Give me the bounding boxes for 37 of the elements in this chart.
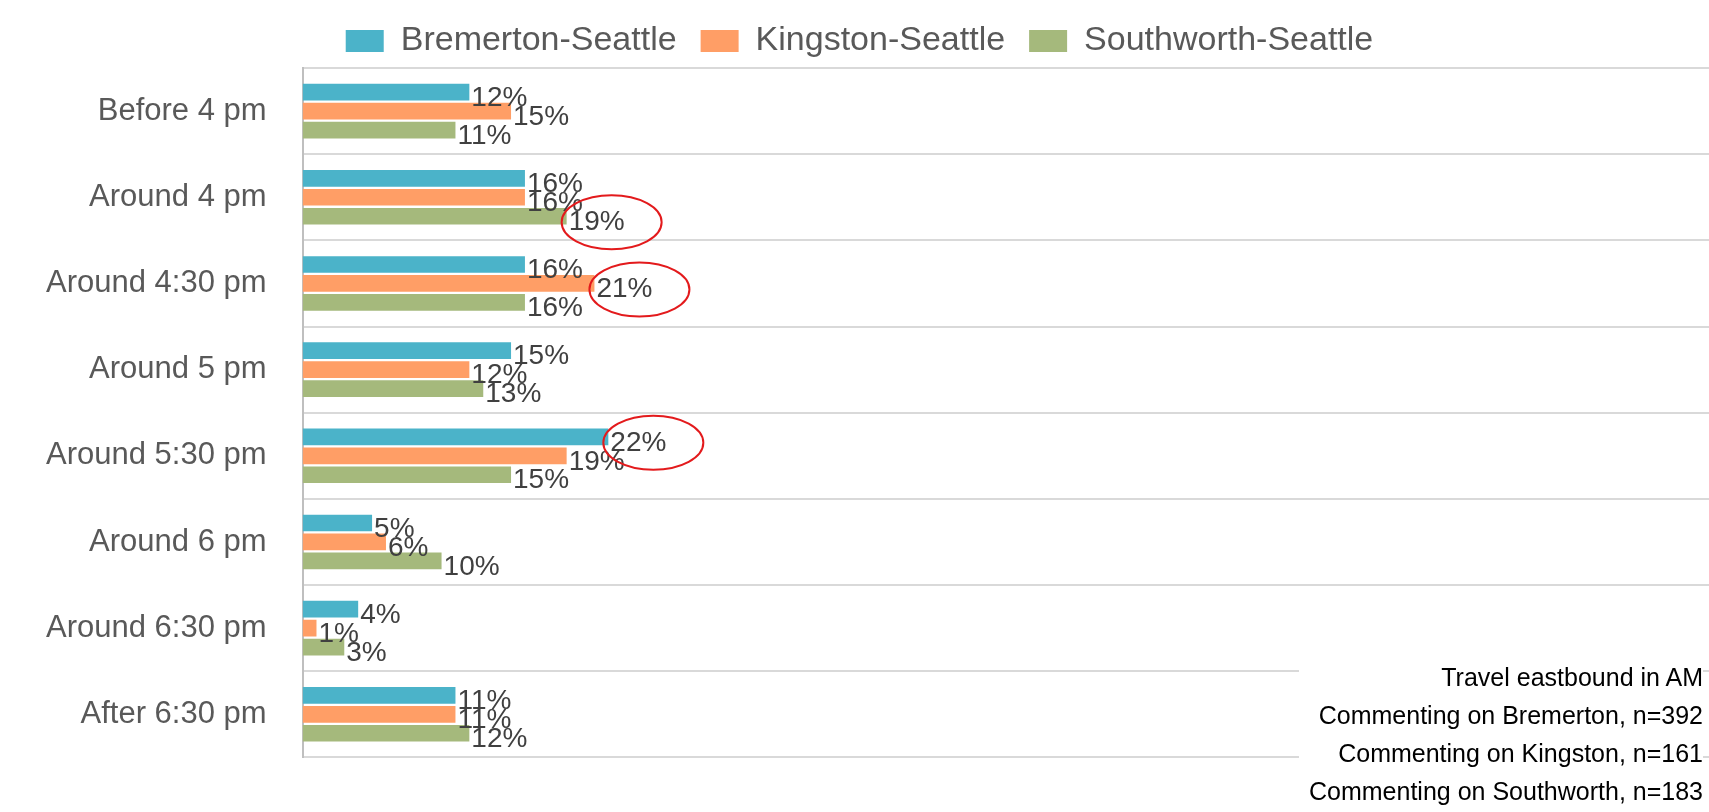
text: Commenting on Southworth, n=183 [1309, 776, 1703, 807]
y-tick-label: Around 4:30 pm [45, 263, 267, 299]
text: Travel eastbound in AM [1440, 662, 1703, 693]
legend-label: Southworth-Seattle [1084, 19, 1374, 58]
bar [302, 342, 512, 359]
bar [302, 169, 525, 187]
data-label: 11% [457, 118, 512, 150]
text: Commenting on Bremerton, n=392 [1317, 700, 1703, 731]
bar [302, 514, 373, 532]
y-tick-label: Around 4 pm [89, 177, 267, 213]
legend-label: Kingston-Seattle [755, 19, 1006, 58]
y-tick-label: After 6:30 pm [80, 694, 267, 730]
data-label: 21% [596, 272, 653, 304]
y-tick-label: Around 5 pm [89, 350, 267, 386]
bar [302, 705, 456, 723]
bar [302, 121, 456, 139]
data-label: 4% [360, 597, 401, 629]
bar [302, 294, 525, 311]
y-tick-label: Around 6:30 pm [45, 608, 267, 644]
y-tick-label: Around 5:30 pm [45, 436, 267, 472]
y-tick-label: Before 4 pm [97, 91, 267, 127]
bar [302, 83, 470, 101]
data-label: 15% [513, 463, 570, 495]
bar [302, 447, 567, 465]
bar [302, 687, 456, 704]
legend-label: Bremerton-Seattle [400, 19, 677, 58]
bar [302, 188, 525, 206]
bar [302, 619, 317, 637]
data-label: 10% [443, 549, 500, 581]
bar [302, 361, 470, 378]
data-label: 16% [526, 291, 583, 323]
bar [302, 600, 359, 618]
bar [302, 428, 609, 446]
y-tick-label: Around 6 pm [89, 522, 267, 558]
bar [302, 256, 525, 273]
text: Commenting on Kingston, n=161 [1337, 738, 1703, 769]
bar [302, 466, 512, 484]
